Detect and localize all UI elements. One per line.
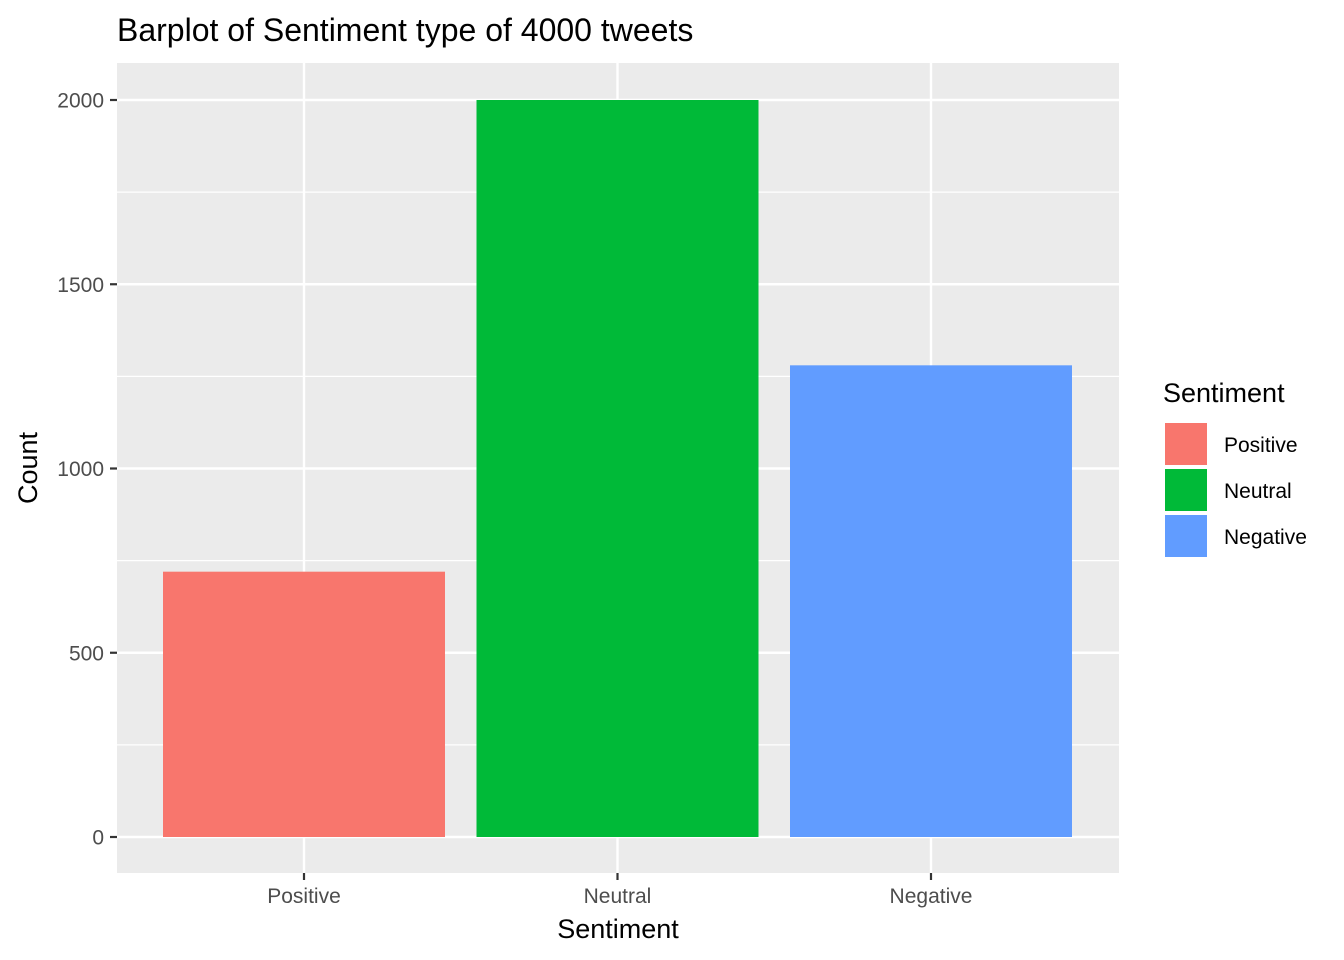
bar-neutral <box>476 100 759 837</box>
chart-title: Barplot of Sentiment type of 4000 tweets <box>117 12 693 48</box>
y-tick-label: 1000 <box>57 458 104 481</box>
legend-label-positive: Positive <box>1224 434 1298 457</box>
legend: Sentiment Positive Neutral Negative <box>1163 378 1307 557</box>
bar-positive <box>163 571 445 837</box>
legend-key-neutral <box>1165 469 1207 511</box>
y-axis-title: Count <box>13 431 43 504</box>
bars <box>163 100 1072 837</box>
legend-key-negative <box>1165 515 1207 557</box>
y-axis: 0 500 1000 1500 2000 <box>57 90 117 850</box>
x-tick-label: Negative <box>890 885 973 908</box>
y-tick-label: 2000 <box>57 90 104 113</box>
y-tick-label: 0 <box>92 827 104 850</box>
bar-negative <box>790 365 1072 837</box>
x-tick-label: Positive <box>267 885 341 908</box>
x-tick-label: Neutral <box>584 885 652 908</box>
legend-label-neutral: Neutral <box>1224 480 1292 503</box>
y-tick-label: 500 <box>69 642 104 665</box>
legend-items: Positive Neutral Negative <box>1165 423 1307 557</box>
y-tick-label: 1500 <box>57 274 104 297</box>
legend-label-negative: Negative <box>1224 526 1307 549</box>
x-axis: Positive Neutral Negative <box>267 873 972 908</box>
legend-key-positive <box>1165 423 1207 465</box>
legend-title: Sentiment <box>1163 378 1285 408</box>
x-axis-title: Sentiment <box>557 914 679 944</box>
